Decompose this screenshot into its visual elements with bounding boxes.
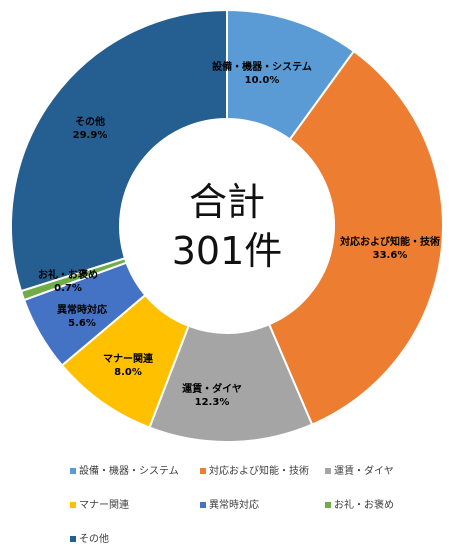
slice-category-label: 運賃・ダイヤ xyxy=(182,382,242,395)
legend-label: 対応および知能・技術 xyxy=(209,466,309,477)
slice-category-label: 設備・機器・システム xyxy=(212,60,312,73)
legend-swatch xyxy=(200,502,206,508)
legend-label: 設備・機器・システム xyxy=(79,466,179,477)
legend-label: お礼・お褒め xyxy=(334,500,394,511)
legend-item: その他 xyxy=(70,530,109,545)
slice-value-label: 29.9% xyxy=(73,130,108,141)
slice-category-label: 異常時対応 xyxy=(57,303,107,316)
legend-label: 異常時対応 xyxy=(209,500,259,511)
legend-swatch xyxy=(325,468,331,474)
legend-item: マナー関連 xyxy=(70,496,129,511)
legend-item: 運賃・ダイヤ xyxy=(325,462,394,477)
slice-category-label: お礼・お褒め xyxy=(38,268,98,281)
slice-category-label: マナー関連 xyxy=(103,352,154,365)
legend-item: 異常時対応 xyxy=(200,496,259,511)
slice-value-label: 33.6% xyxy=(373,250,408,261)
legend-swatch xyxy=(325,502,331,508)
slice-1 xyxy=(267,49,444,426)
legend-item: 対応および知能・技術 xyxy=(200,462,309,477)
slice-value-label: 8.0% xyxy=(114,367,142,378)
legend-swatch xyxy=(200,468,206,474)
legend-swatch xyxy=(70,536,76,542)
center-label-line-2: 301件 xyxy=(172,229,283,273)
center-label-line-1: 合計 xyxy=(189,180,265,224)
slice-value-label: 10.0% xyxy=(245,75,280,86)
legend-item: 設備・機器・システム xyxy=(70,462,179,477)
legend-swatch xyxy=(70,468,76,474)
slice-value-label: 0.7% xyxy=(54,283,82,294)
legend-item: お礼・お褒め xyxy=(325,496,394,511)
legend-label: マナー関連 xyxy=(79,500,129,511)
slice-value-label: 5.6% xyxy=(68,318,96,329)
slice-category-label: その他 xyxy=(75,115,105,128)
legend-swatch xyxy=(70,502,76,508)
legend-label: 運賃・ダイヤ xyxy=(334,466,394,477)
slice-category-label: 対応および知能・技術 xyxy=(339,235,440,248)
slice-value-label: 12.3% xyxy=(195,397,230,408)
legend-label: その他 xyxy=(79,534,109,545)
slice-6 xyxy=(10,8,228,293)
